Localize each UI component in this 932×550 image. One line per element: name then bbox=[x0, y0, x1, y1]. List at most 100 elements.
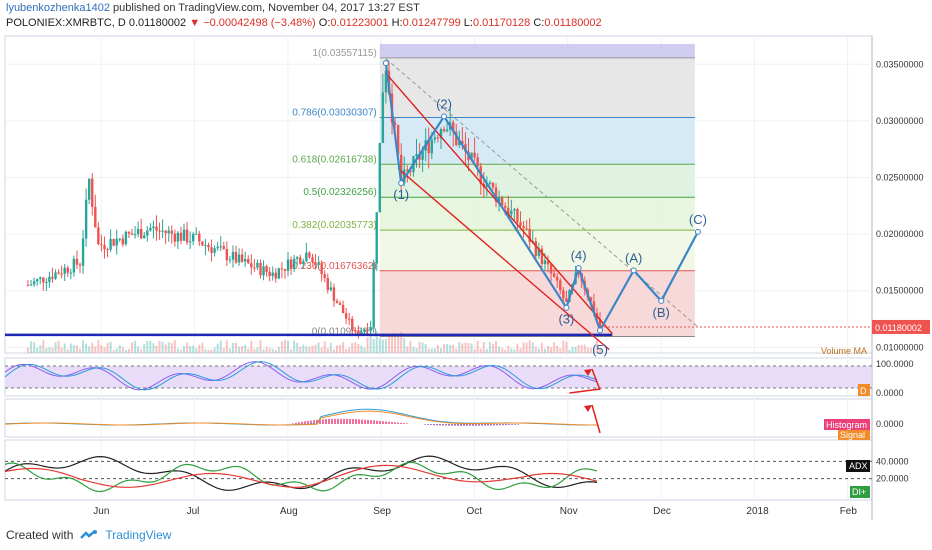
candle-body bbox=[170, 230, 173, 234]
volume-bar bbox=[228, 348, 231, 353]
volume-bar bbox=[574, 346, 577, 353]
volume-bar bbox=[540, 342, 543, 353]
candle-body bbox=[510, 210, 513, 215]
footer: Created with TradingView bbox=[6, 528, 171, 542]
volume-bar bbox=[491, 343, 494, 353]
volume-bar bbox=[57, 340, 60, 353]
volume-bar bbox=[39, 345, 42, 353]
author-link[interactable]: lyubenkozhenka1402 bbox=[6, 2, 110, 14]
volume-bar bbox=[531, 342, 534, 353]
candle-body bbox=[360, 331, 363, 335]
volume-bar bbox=[103, 347, 106, 353]
candle-body bbox=[406, 169, 409, 171]
candle-body bbox=[213, 248, 216, 253]
candle-body bbox=[75, 258, 79, 265]
fib-label: 0.618(0.02616738) bbox=[292, 154, 377, 165]
price-change: −0.00042498 (−3.48%) bbox=[203, 17, 316, 29]
candle-body bbox=[195, 233, 198, 235]
candle-body bbox=[262, 266, 265, 276]
volume-bar bbox=[42, 340, 45, 353]
volume-bar bbox=[556, 345, 559, 353]
volume-bar bbox=[268, 347, 271, 353]
stoch-divergence bbox=[569, 388, 601, 394]
candle-body bbox=[403, 169, 406, 184]
candle-body bbox=[589, 297, 593, 302]
volume-bar bbox=[149, 341, 152, 353]
volume-bar bbox=[271, 349, 274, 353]
histogram-tag bbox=[824, 419, 870, 430]
wave-node bbox=[441, 113, 448, 120]
candle-body bbox=[198, 233, 201, 242]
last-price: 0.01180002 bbox=[128, 17, 187, 29]
volume-bar bbox=[311, 345, 314, 353]
wave-node bbox=[382, 60, 389, 67]
volume-bar bbox=[207, 349, 210, 353]
volume-bar bbox=[176, 348, 179, 353]
candle-body bbox=[565, 298, 568, 302]
candle-body bbox=[525, 228, 528, 230]
candle-body bbox=[375, 212, 378, 264]
volume-bar bbox=[265, 346, 268, 353]
candle-body bbox=[207, 244, 210, 248]
candle-body bbox=[158, 230, 161, 232]
volume-bar bbox=[507, 345, 510, 353]
volume-bar bbox=[335, 345, 338, 353]
volume-bar bbox=[592, 348, 595, 353]
volume-bar bbox=[488, 341, 491, 353]
candle-body bbox=[427, 140, 430, 154]
volume-bar bbox=[461, 343, 464, 353]
volume-bar bbox=[179, 349, 182, 353]
candle-body bbox=[179, 232, 183, 241]
volume-bar bbox=[259, 340, 262, 353]
volume-bar bbox=[458, 342, 461, 353]
candle-body bbox=[271, 272, 274, 277]
volume-bar bbox=[195, 348, 198, 353]
x-tick-label: Jun bbox=[93, 506, 109, 517]
low-value: 0.01170128 bbox=[472, 17, 531, 29]
x-tick-label: Dec bbox=[653, 506, 671, 517]
volume-bar bbox=[397, 336, 400, 353]
candle-body bbox=[543, 260, 547, 265]
candle-body bbox=[442, 129, 446, 132]
candle-body bbox=[409, 170, 412, 173]
candle-body bbox=[473, 152, 476, 158]
stoch-d-line bbox=[4, 361, 598, 391]
candle-body bbox=[112, 238, 115, 246]
y-tick-label: 0.01500000 bbox=[876, 286, 924, 296]
volume-bar bbox=[543, 348, 546, 353]
y-tick-label: 0.03000000 bbox=[876, 116, 924, 126]
candle-body bbox=[182, 229, 186, 241]
candle-body bbox=[323, 274, 326, 278]
volume-bar bbox=[375, 331, 378, 353]
candle-body bbox=[234, 251, 238, 263]
last-price-tag-text: 0.01180002 bbox=[875, 323, 922, 333]
volume-bar bbox=[446, 343, 449, 353]
fib-zone bbox=[379, 230, 695, 271]
volume-bar bbox=[599, 348, 602, 353]
candle-body bbox=[513, 209, 516, 211]
wave-node bbox=[398, 180, 405, 187]
volume-bar bbox=[85, 343, 88, 353]
volume-bar bbox=[577, 345, 580, 353]
volume-bar bbox=[219, 340, 222, 353]
candle-body bbox=[136, 228, 140, 235]
volume-bar bbox=[283, 340, 286, 353]
candle-body bbox=[216, 246, 219, 249]
tradingview-brand-link[interactable]: TradingView bbox=[105, 528, 172, 542]
candle-body bbox=[439, 129, 443, 138]
fib-zone bbox=[379, 270, 695, 337]
x-tick-label: Aug bbox=[280, 506, 298, 517]
candle-body bbox=[500, 197, 504, 206]
candle-body bbox=[173, 233, 177, 242]
candle-body bbox=[357, 330, 360, 335]
candle-body bbox=[133, 234, 137, 236]
x-tick-label: Jul bbox=[187, 506, 200, 517]
adx-line bbox=[4, 455, 598, 491]
volume-bar bbox=[553, 342, 556, 353]
volume-bar bbox=[571, 347, 574, 353]
volume-bar bbox=[360, 345, 363, 353]
candle-body bbox=[256, 262, 259, 268]
volume-bar bbox=[433, 348, 436, 353]
candle-body bbox=[363, 329, 366, 332]
